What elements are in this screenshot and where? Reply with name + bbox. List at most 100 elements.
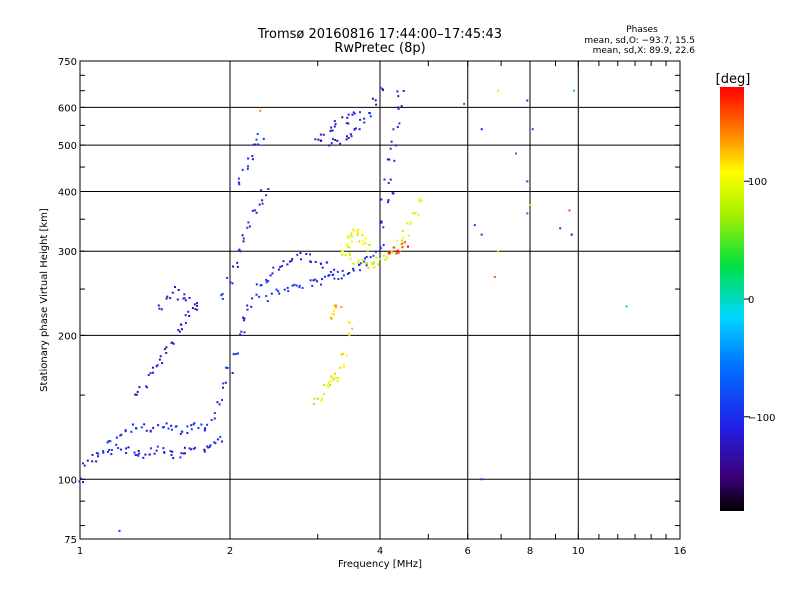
echo-point [188, 447, 191, 450]
y-tick-label: 300 [58, 247, 77, 258]
echo-point [232, 265, 234, 268]
echo-point [174, 286, 176, 288]
echo-point [382, 226, 385, 229]
echo-point [568, 209, 571, 212]
echo-point [179, 432, 182, 435]
echo-point [320, 397, 323, 400]
echo-point [208, 445, 211, 448]
echo-point [314, 261, 317, 263]
echo-point [333, 277, 336, 280]
echo-point [389, 178, 392, 181]
echo-point [165, 422, 168, 425]
echo-point [395, 252, 398, 255]
echo-point [255, 211, 258, 214]
echo-point [356, 230, 358, 232]
echo-point [236, 261, 239, 264]
echo-point [381, 88, 384, 91]
colorbar-ticks: 100 0 −100 [744, 177, 775, 424]
echo-point [165, 346, 168, 349]
echo-point [363, 121, 366, 124]
echo-point [366, 249, 369, 252]
echo-point [278, 292, 281, 295]
x-tick-label: 8 [527, 546, 533, 557]
echo-point [391, 251, 394, 254]
echo-point [526, 99, 529, 102]
echo-point [412, 212, 414, 215]
echo-point [418, 198, 421, 201]
echo-point [324, 275, 326, 278]
echo-point [161, 426, 164, 429]
echo-point [184, 321, 187, 324]
x-tick-label: 10 [572, 546, 585, 557]
echo-point [330, 312, 333, 315]
echo-point [261, 202, 264, 205]
echo-point [251, 155, 254, 158]
echo-point [102, 450, 105, 453]
echo-point [406, 222, 409, 225]
echo-point [320, 399, 323, 402]
echo-point [361, 234, 364, 237]
echo-point [203, 448, 206, 451]
echo-point [393, 246, 396, 249]
echo-point [253, 209, 256, 212]
echo-point [334, 376, 337, 379]
echo-point [367, 266, 370, 269]
echo-point [109, 440, 112, 443]
echo-point [420, 199, 423, 202]
echo-point [118, 529, 121, 532]
echo-point [95, 460, 98, 463]
echo-point [313, 403, 315, 405]
y-tick-label: 100 [58, 475, 77, 486]
echo-point [334, 123, 337, 126]
echo-point [350, 235, 353, 238]
echo-point [166, 295, 169, 298]
echo-point [346, 272, 349, 275]
echo-point [261, 199, 264, 202]
echo-point [380, 221, 383, 224]
echo-point [194, 308, 197, 311]
echo-point [401, 242, 404, 245]
echo-point [371, 263, 374, 266]
echo-point [330, 142, 333, 145]
echo-point [345, 138, 348, 141]
echo-point [345, 354, 348, 357]
echo-point [106, 450, 109, 453]
echo-point [365, 264, 368, 267]
echo-point [316, 397, 319, 400]
echo-point [221, 297, 224, 300]
echo-point [256, 133, 259, 135]
echo-point [124, 430, 127, 433]
echo-point [156, 364, 159, 367]
echo-point [363, 117, 366, 120]
echo-point [320, 139, 323, 142]
colorbar [720, 87, 744, 511]
echo-point [145, 429, 148, 432]
echo-point [342, 274, 345, 277]
colorbar-tick-label: 0 [748, 295, 754, 306]
echo-point [319, 133, 322, 136]
echo-point [137, 449, 140, 452]
echo-point [158, 307, 161, 310]
y-tick-label: 500 [58, 141, 77, 152]
echo-point [136, 390, 139, 393]
echo-point [247, 165, 249, 168]
echo-point [206, 445, 209, 448]
echo-point [243, 331, 246, 334]
y-tick-label: 200 [58, 331, 77, 342]
echo-point [359, 111, 361, 114]
echo-point [237, 181, 240, 184]
echo-point [238, 249, 240, 252]
echo-point [177, 329, 180, 332]
echo-point [397, 251, 400, 254]
echo-point [135, 427, 138, 430]
echo-point [184, 452, 186, 455]
echo-point [251, 209, 254, 212]
echo-point [348, 321, 351, 324]
echo-point [317, 138, 320, 141]
echo-point [362, 243, 365, 246]
echo-point [160, 308, 163, 311]
echo-point [279, 266, 282, 268]
echo-point [110, 449, 113, 451]
echo-point [392, 246, 395, 249]
echo-point [107, 440, 110, 443]
